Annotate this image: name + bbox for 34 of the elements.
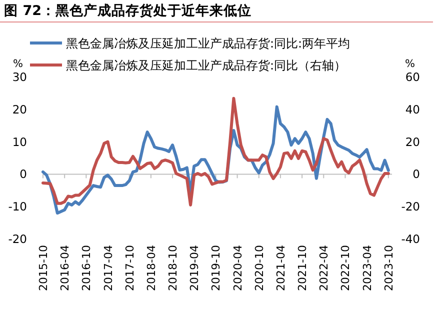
x-tick-label: 2016-04 (58, 245, 72, 291)
x-tick-label: 2017-04 (102, 245, 115, 291)
x-tick-label: 2019-04 (188, 245, 202, 291)
x-tick-label: 2018-04 (144, 245, 158, 291)
x-tick-label: 2020-10 (252, 245, 266, 291)
x-tick-label: 2022-10 (339, 245, 352, 291)
x-tick-label: 2015-10 (37, 245, 50, 291)
y-tick-label: -10 (8, 200, 27, 214)
x-tick-label: 2023-04 (360, 245, 374, 291)
y2-tick-label: 20 (405, 134, 420, 149)
y-tick-label: 0 (20, 167, 27, 182)
x-tick-label: 2021-10 (296, 245, 310, 291)
y2-tick-label: -20 (401, 200, 420, 214)
y2-tick-label: 0 (412, 167, 420, 182)
legend-label: 黑色金属冶炼及压延加工业产成品存货:同比（右轴） (66, 58, 346, 72)
x-tick-label: 2021-04 (274, 245, 288, 291)
y2-axis-title: % (405, 58, 416, 70)
x-tick-label: 2018-10 (166, 245, 180, 291)
y2-tick-label: -40 (401, 232, 420, 246)
y-tick-label: -20 (8, 232, 27, 246)
x-tick-label: 2016-10 (80, 245, 94, 291)
y-tick-label: 30 (12, 70, 27, 84)
y2-tick-label: 60 (405, 70, 420, 84)
y-axis-title: % (13, 58, 24, 70)
y-tick-label: 20 (12, 102, 27, 116)
y2-tick-label: 40 (405, 102, 420, 116)
title: 图 72：黑色产成品存货处于近年来低位 (4, 3, 252, 19)
y-tick-label: 10 (12, 134, 27, 149)
x-tick-label: 2023-10 (382, 245, 396, 291)
x-tick-label: 2019-10 (210, 245, 223, 291)
x-tick-label: 2020-04 (231, 245, 244, 291)
x-tick-label: 2017-10 (123, 245, 136, 291)
x-tick-label: 2022-04 (318, 245, 331, 291)
legend-label: 黑色金属冶炼及压延加工业产成品存货:同比:两年平均 (66, 36, 350, 50)
